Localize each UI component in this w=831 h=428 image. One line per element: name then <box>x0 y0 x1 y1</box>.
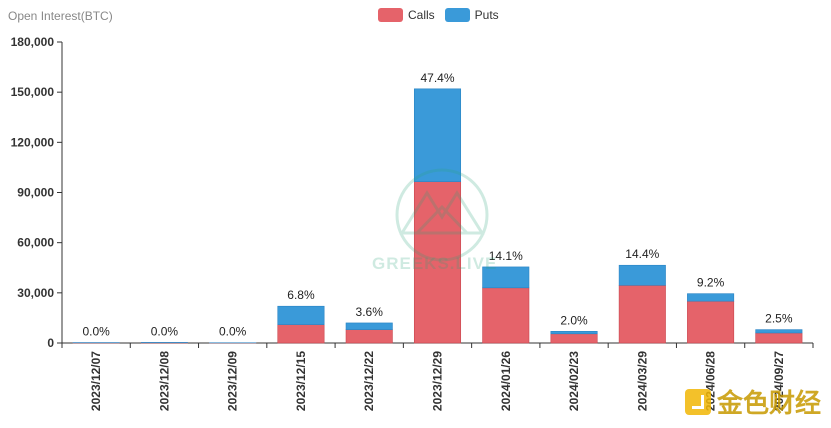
legend-label-puts: Puts <box>474 8 499 22</box>
data-label: 0.0% <box>151 324 179 338</box>
data-label: 9.2% <box>697 276 725 290</box>
y-tick-label: 120,000 <box>11 135 55 149</box>
data-label: 14.1% <box>489 249 523 263</box>
y-tick-label: 60,000 <box>17 236 54 250</box>
legend-label-calls: Calls <box>408 8 435 22</box>
data-label: 14.4% <box>625 247 659 261</box>
bar-puts <box>550 330 598 335</box>
data-label: 6.8% <box>287 288 315 302</box>
legend-item-puts[interactable]: Puts <box>444 8 499 22</box>
y-tick-label: 30,000 <box>17 286 54 300</box>
bar-puts <box>277 305 325 325</box>
y-tick-label: 0 <box>47 336 54 350</box>
legend-swatch-calls <box>378 8 403 22</box>
x-tick-label: 2024/02/23 <box>567 351 581 411</box>
axes: 0 30,000 60,000 90,000 120,000 150,000 180,000… <box>11 35 814 411</box>
x-tick-label: 2023/12/09 <box>226 351 240 411</box>
bar-calls <box>687 300 735 344</box>
y-tick-label: 90,000 <box>17 186 54 200</box>
legend-swatch-puts <box>444 8 470 22</box>
bar-puts <box>618 264 666 286</box>
y-tick-label: 180,000 <box>11 35 55 49</box>
x-tick-label: 2023/12/29 <box>431 351 445 411</box>
bar-calls <box>345 329 393 344</box>
data-labels: 0.0% 0.0% 0.0% 6.8% 3.6% 47.4% 14.1% 2.0% 14.4% 9… <box>82 71 792 339</box>
data-label: 3.6% <box>356 305 384 319</box>
y-axis-title: Open Interest(BTC) <box>8 9 113 23</box>
bar-calls <box>277 324 325 344</box>
brand-watermark: 金色财经 <box>684 383 821 420</box>
data-label: 47.4% <box>420 71 454 85</box>
x-tick-label: 2023/12/15 <box>294 351 308 411</box>
bar-calls <box>755 332 803 344</box>
watermark-text: GREEKS.LIVE <box>372 254 498 273</box>
data-label: 0.0% <box>219 325 247 339</box>
bar-puts <box>345 322 393 330</box>
x-tick-label: 2023/12/22 <box>362 351 376 411</box>
data-label: 2.5% <box>765 312 793 326</box>
bars <box>72 88 803 344</box>
bar-calls <box>413 181 462 344</box>
bar-calls <box>618 285 666 344</box>
x-tick-label: 2024/01/26 <box>499 351 513 411</box>
bar-puts <box>413 88 462 182</box>
x-tick-label: 2024/09/27 <box>772 351 786 411</box>
x-tick-label: 2023/12/08 <box>157 351 171 411</box>
brand-text: 金色财经 <box>716 388 821 418</box>
x-tick-label: 2023/12/07 <box>89 351 103 411</box>
bar-calls <box>550 333 598 344</box>
bar-puts <box>687 293 735 302</box>
bar-puts <box>755 329 803 334</box>
legend: Calls Puts <box>378 8 499 22</box>
jinse-logo-icon <box>684 388 711 415</box>
legend-item-calls[interactable]: Calls <box>378 8 435 22</box>
x-tick-label: 2024/03/29 <box>635 351 649 411</box>
data-label: 0.0% <box>82 325 110 339</box>
data-label: 2.0% <box>560 313 588 327</box>
bar-calls <box>482 287 530 344</box>
y-tick-label: 150,000 <box>11 85 55 99</box>
bar-puts <box>482 266 530 289</box>
